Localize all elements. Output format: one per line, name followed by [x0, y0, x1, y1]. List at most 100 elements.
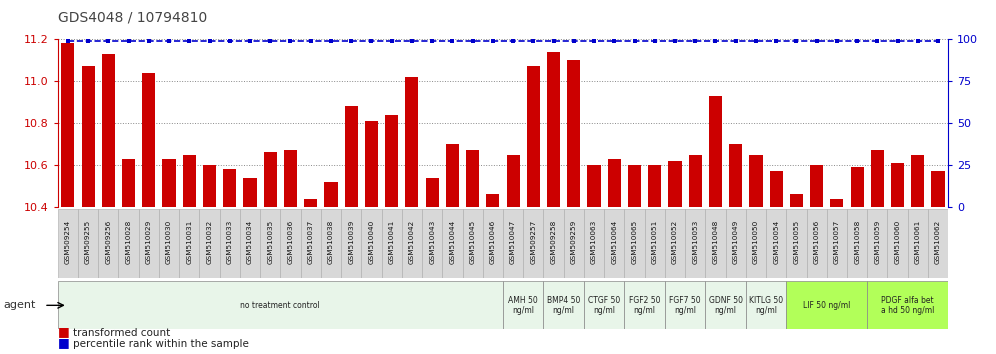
- Text: GSM510064: GSM510064: [612, 220, 618, 264]
- Bar: [179, 209, 199, 278]
- Bar: [786, 281, 868, 329]
- Bar: [644, 209, 665, 278]
- Text: GSM510063: GSM510063: [591, 220, 597, 264]
- Bar: [503, 281, 544, 329]
- Text: GDNF 50
ng/ml: GDNF 50 ng/ml: [708, 296, 743, 315]
- Bar: [405, 77, 418, 207]
- Bar: [365, 121, 378, 207]
- Text: LIF 50 ng/ml: LIF 50 ng/ml: [803, 301, 851, 310]
- Bar: [162, 159, 175, 207]
- Text: GSM509259: GSM509259: [571, 220, 577, 264]
- Text: agent: agent: [3, 300, 36, 310]
- Bar: [665, 209, 685, 278]
- Bar: [199, 209, 220, 278]
- Bar: [729, 144, 742, 207]
- Bar: [446, 144, 459, 207]
- Text: GSM510042: GSM510042: [409, 220, 415, 264]
- Bar: [709, 96, 722, 207]
- Text: GSM510041: GSM510041: [388, 220, 394, 264]
- Bar: [584, 281, 624, 329]
- Bar: [810, 165, 824, 207]
- Bar: [58, 281, 503, 329]
- Bar: [547, 52, 560, 207]
- Bar: [851, 167, 864, 207]
- Bar: [483, 209, 503, 278]
- Bar: [705, 209, 725, 278]
- Text: GSM510048: GSM510048: [712, 220, 718, 264]
- Text: GSM510028: GSM510028: [125, 220, 131, 264]
- Text: ■: ■: [58, 336, 70, 349]
- Text: CTGF 50
ng/ml: CTGF 50 ng/ml: [588, 296, 621, 315]
- Text: GSM510033: GSM510033: [227, 220, 233, 264]
- Text: ■: ■: [58, 325, 70, 338]
- Text: GSM510051: GSM510051: [651, 220, 657, 264]
- Text: transformed count: transformed count: [73, 328, 170, 338]
- Text: GDS4048 / 10794810: GDS4048 / 10794810: [58, 11, 207, 25]
- Text: GSM510053: GSM510053: [692, 220, 698, 264]
- Bar: [685, 209, 705, 278]
- Text: GSM510054: GSM510054: [773, 220, 779, 264]
- Text: FGF2 50
ng/ml: FGF2 50 ng/ml: [628, 296, 660, 315]
- Bar: [281, 209, 301, 278]
- Bar: [847, 209, 868, 278]
- Text: GSM510031: GSM510031: [186, 220, 192, 264]
- Bar: [466, 150, 479, 207]
- Text: GSM510037: GSM510037: [308, 220, 314, 264]
- Bar: [425, 178, 438, 207]
- Bar: [665, 281, 705, 329]
- Bar: [203, 165, 216, 207]
- Text: GSM510035: GSM510035: [267, 220, 273, 264]
- Bar: [605, 209, 624, 278]
- Bar: [868, 209, 887, 278]
- Text: GSM510045: GSM510045: [470, 220, 476, 264]
- Text: GSM510043: GSM510043: [429, 220, 435, 264]
- Bar: [624, 209, 644, 278]
- Bar: [887, 209, 907, 278]
- Text: PDGF alfa bet
a hd 50 ng/ml: PDGF alfa bet a hd 50 ng/ml: [881, 296, 934, 315]
- Bar: [362, 209, 381, 278]
- Bar: [527, 66, 540, 207]
- Text: GSM510060: GSM510060: [894, 220, 900, 264]
- Bar: [725, 209, 746, 278]
- Bar: [544, 281, 584, 329]
- Text: no treatment control: no treatment control: [240, 301, 321, 310]
- Bar: [381, 209, 401, 278]
- Bar: [907, 209, 928, 278]
- Bar: [442, 209, 462, 278]
- Bar: [62, 43, 75, 207]
- Bar: [321, 209, 341, 278]
- Text: GSM510039: GSM510039: [349, 220, 355, 264]
- Text: FGF7 50
ng/ml: FGF7 50 ng/ml: [669, 296, 701, 315]
- Text: GSM510049: GSM510049: [733, 220, 739, 264]
- Text: GSM509256: GSM509256: [106, 220, 112, 264]
- Bar: [82, 66, 95, 207]
- Text: BMP4 50
ng/ml: BMP4 50 ng/ml: [547, 296, 581, 315]
- Text: GSM510029: GSM510029: [145, 220, 151, 264]
- Bar: [627, 165, 641, 207]
- Text: GSM509255: GSM509255: [85, 220, 91, 264]
- Bar: [507, 155, 520, 207]
- Text: GSM510058: GSM510058: [855, 220, 861, 264]
- Text: GSM510052: GSM510052: [672, 220, 678, 264]
- Bar: [749, 155, 763, 207]
- Text: KITLG 50
ng/ml: KITLG 50 ng/ml: [749, 296, 783, 315]
- Bar: [182, 155, 196, 207]
- Bar: [891, 163, 904, 207]
- Bar: [786, 209, 807, 278]
- Bar: [868, 281, 948, 329]
- Text: GSM510061: GSM510061: [915, 220, 921, 264]
- Text: GSM510056: GSM510056: [814, 220, 820, 264]
- Bar: [648, 165, 661, 207]
- Bar: [705, 281, 746, 329]
- Bar: [264, 153, 277, 207]
- Text: GSM510036: GSM510036: [288, 220, 294, 264]
- Bar: [301, 209, 321, 278]
- Bar: [668, 161, 681, 207]
- Text: GSM510047: GSM510047: [510, 220, 516, 264]
- Text: GSM509258: GSM509258: [551, 220, 557, 264]
- Text: GSM510040: GSM510040: [369, 220, 374, 264]
- Text: GSM509257: GSM509257: [530, 220, 536, 264]
- Bar: [871, 150, 883, 207]
- Bar: [770, 171, 783, 207]
- Bar: [746, 209, 766, 278]
